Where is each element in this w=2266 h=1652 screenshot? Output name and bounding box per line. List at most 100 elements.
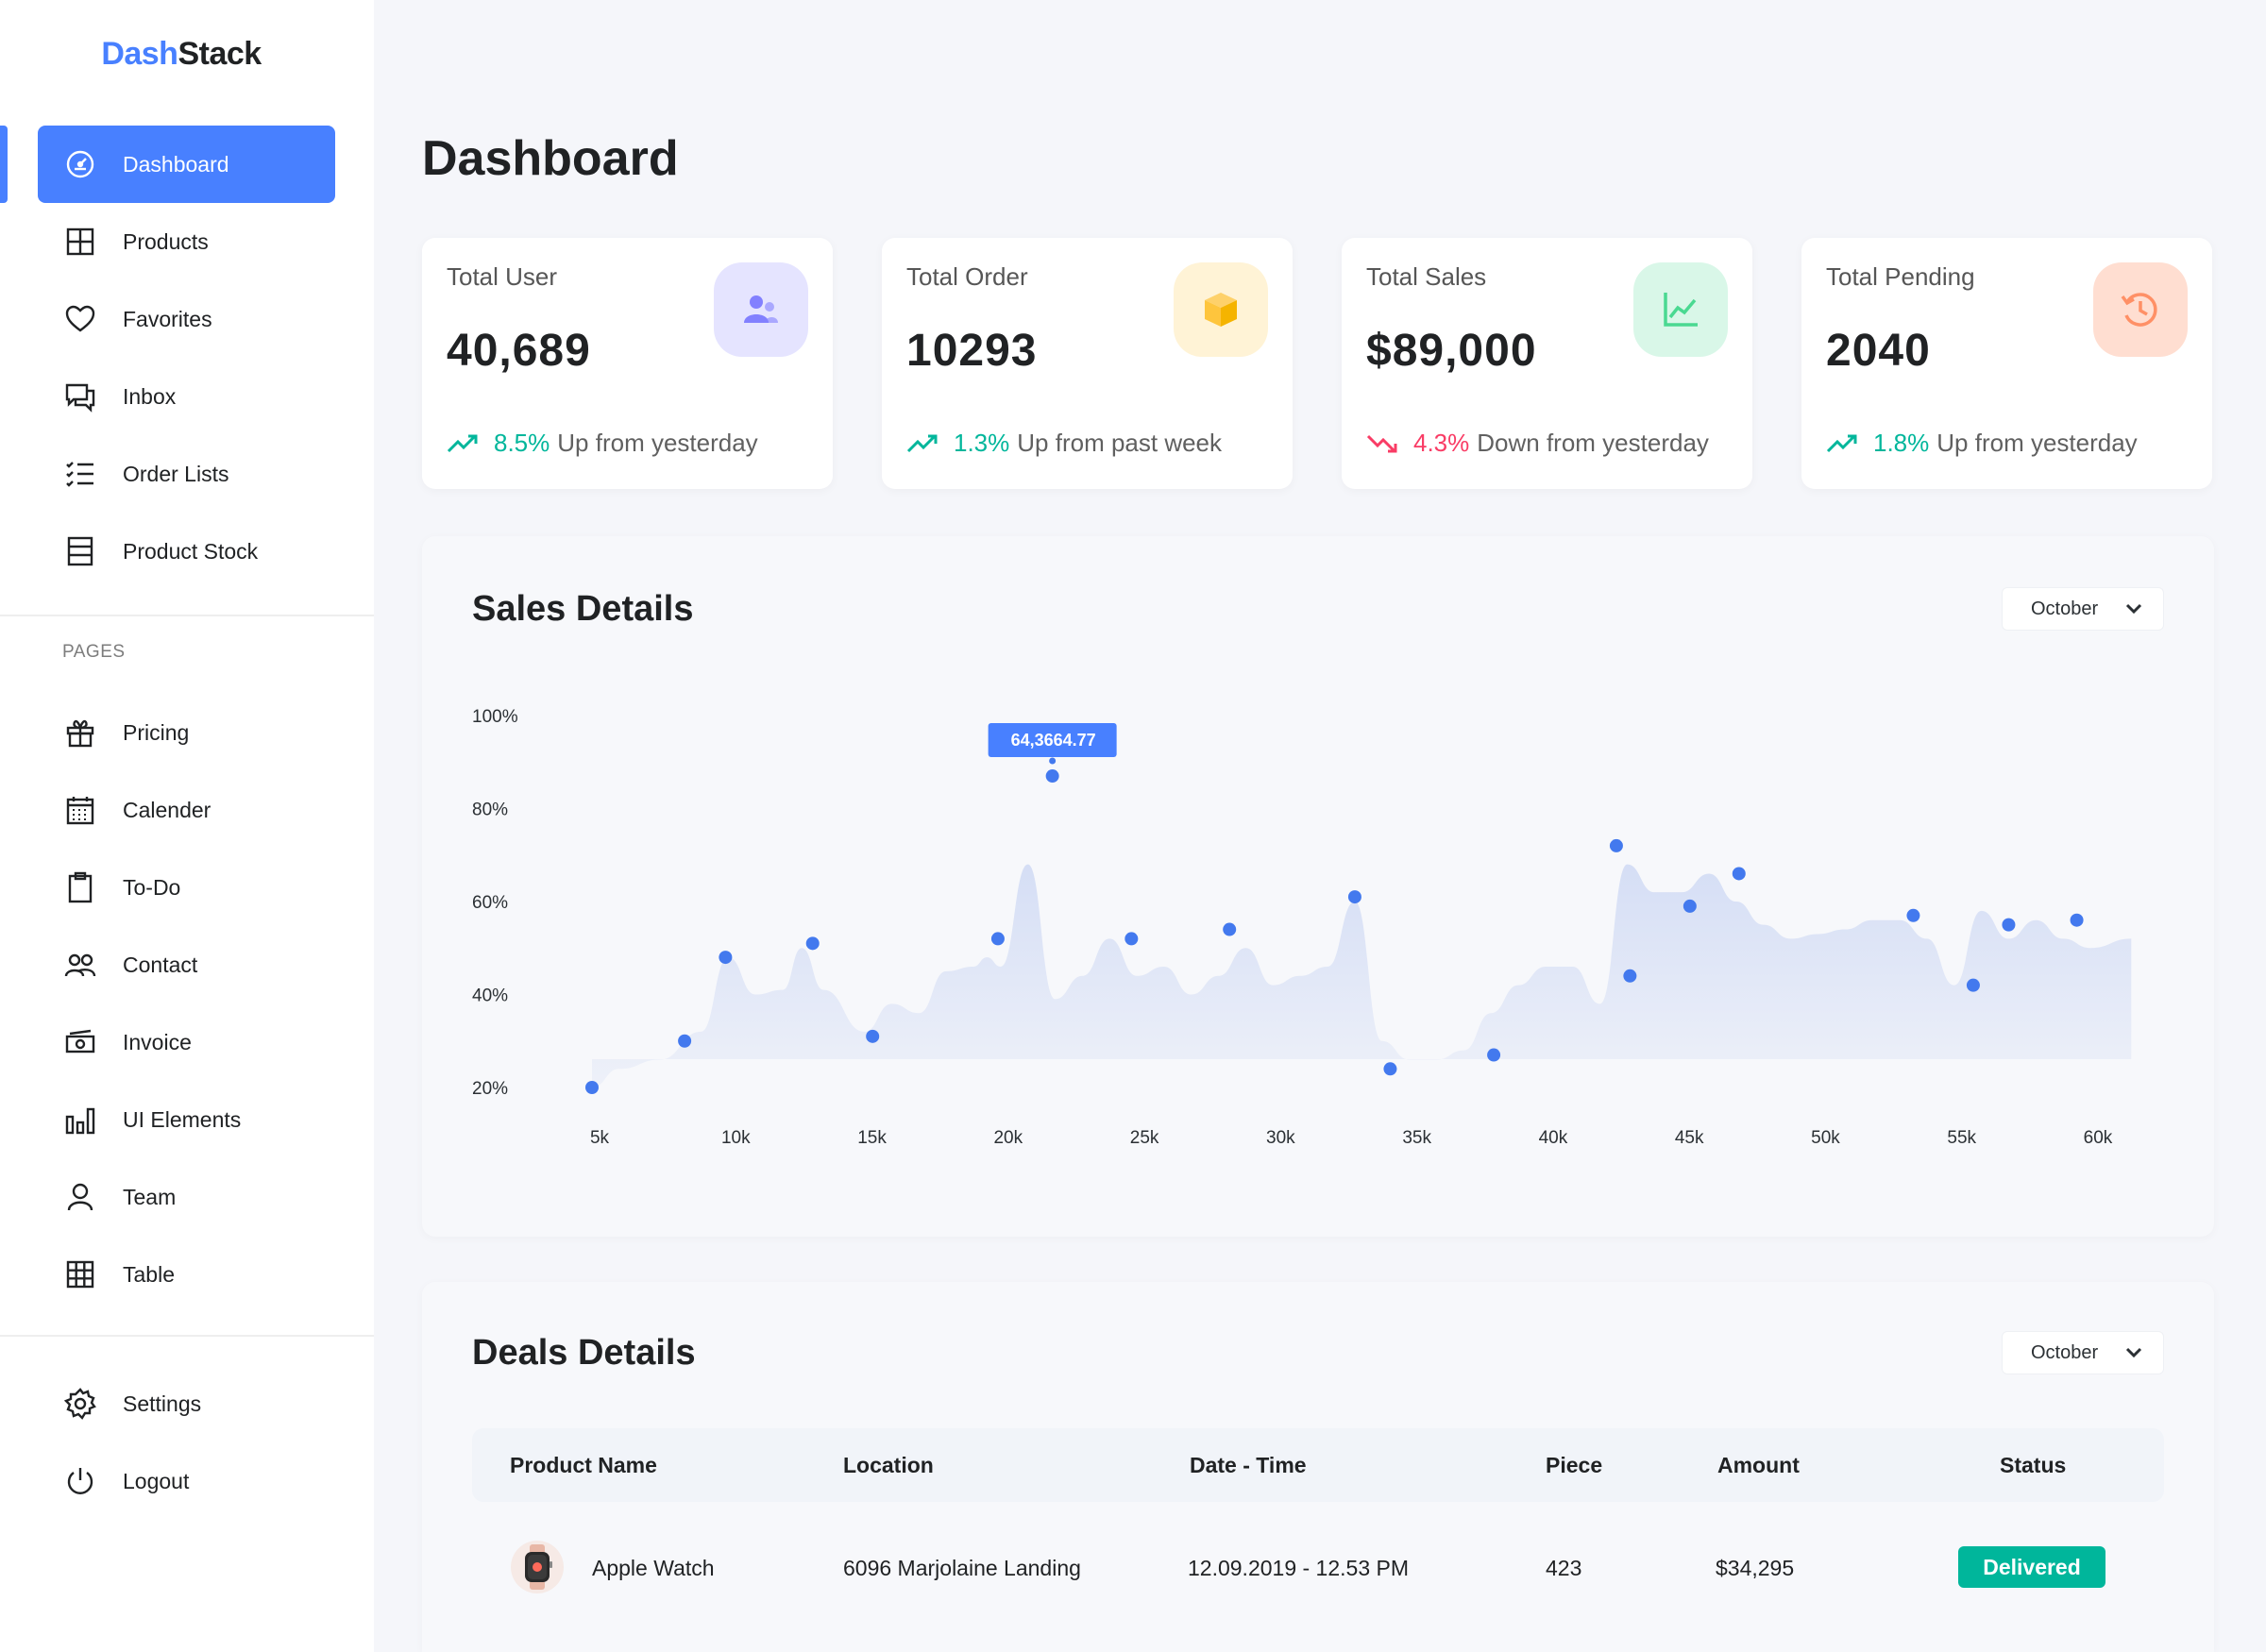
sidebar-item-label: Settings — [123, 1391, 202, 1416]
sidebar-item-calender[interactable]: Calender — [38, 771, 335, 849]
stat-trend: 1.3% Up from past week — [906, 429, 1222, 458]
sales-month-select[interactable]: October — [2002, 587, 2164, 631]
chevron-down-icon — [2125, 1347, 2142, 1358]
sidebar-item-invoice[interactable]: Invoice — [38, 1003, 335, 1081]
deals-month-value: October — [2031, 1341, 2099, 1363]
stat-trend-text: Up from yesterday — [557, 429, 758, 457]
sidebar-item-inbox[interactable]: Inbox — [38, 358, 335, 435]
data-point[interactable] — [990, 932, 1005, 946]
data-point[interactable] — [1045, 769, 1059, 784]
sidebar-item-ui-elements[interactable]: UI Elements — [38, 1081, 335, 1158]
sidebar-divider — [0, 1335, 374, 1337]
sidebar-item-label: Team — [123, 1184, 177, 1209]
sidebar-item-label: Contact — [123, 952, 198, 977]
chevron-down-icon — [2125, 603, 2142, 615]
sidebar-item-label: Products — [123, 228, 209, 254]
x-tick-label: 50k — [1811, 1128, 1840, 1148]
data-point[interactable] — [1966, 978, 1980, 992]
data-point[interactable] — [1732, 867, 1746, 881]
sidebar-item-label: To-Do — [123, 874, 181, 900]
data-point[interactable] — [1623, 969, 1637, 983]
sidebar-item-table[interactable]: Table — [38, 1236, 335, 1313]
sales-area — [592, 864, 2132, 1087]
data-point[interactable] — [2070, 913, 2084, 927]
sidebar-item-label: Calender — [123, 797, 211, 822]
stat-value: 40,689 — [447, 326, 591, 376]
calendar-icon — [62, 792, 98, 828]
data-point[interactable] — [678, 1034, 692, 1048]
table-icon — [62, 1256, 98, 1292]
trending-up-icon — [1826, 434, 1857, 452]
stat-trend: 1.8% Up from yesterday — [1826, 429, 2138, 458]
x-tick-label: 40k — [1539, 1128, 1568, 1148]
power-icon — [62, 1463, 98, 1499]
column-header-piece[interactable]: Piece — [1546, 1453, 1603, 1477]
column-header-date-time[interactable]: Date - Time — [1190, 1453, 1307, 1477]
sidebar-item-logout[interactable]: Logout — [38, 1442, 335, 1520]
column-header-amount[interactable]: Amount — [1717, 1453, 1800, 1477]
x-tick-label: 20k — [993, 1128, 1023, 1148]
user-icon — [62, 1179, 98, 1215]
data-point[interactable] — [585, 1081, 599, 1094]
data-point[interactable] — [1383, 1062, 1397, 1076]
sidebar-item-contact[interactable]: Contact — [38, 926, 335, 1003]
sidebar: DashStack Dashboard Products Favorites I… — [0, 0, 374, 1652]
brand-part-1: Dash — [101, 36, 178, 72]
sidebar-item-to-do[interactable]: To-Do — [38, 849, 335, 926]
deals-details-panel: Deals Details October Product Name Locat… — [422, 1282, 2214, 1652]
deals-month-select[interactable]: October — [2002, 1331, 2164, 1374]
history-icon — [2093, 262, 2188, 357]
data-point[interactable] — [1906, 908, 1920, 922]
data-point[interactable] — [1347, 890, 1361, 904]
stat-card-total-sales: Total Sales $89,000 4.3% Down from yeste… — [1342, 238, 1752, 489]
sidebar-item-dashboard[interactable]: Dashboard — [38, 126, 335, 203]
data-point[interactable] — [866, 1029, 880, 1043]
stat-label: Total User — [447, 262, 558, 291]
bar-chart-icon — [62, 1102, 98, 1138]
x-tick-label: 15k — [857, 1128, 887, 1148]
x-tick-label: 25k — [1130, 1128, 1159, 1148]
active-indicator — [0, 126, 8, 203]
x-tick-label: 10k — [721, 1128, 751, 1148]
piece-cell: 423 — [1546, 1556, 1582, 1580]
stat-label: Total Sales — [1366, 262, 1487, 291]
data-point[interactable] — [805, 936, 820, 951]
trending-up-icon — [447, 434, 478, 452]
deals-table-header: Product Name Location Date - Time Piece … — [472, 1428, 2164, 1502]
clipboard-icon — [62, 869, 98, 905]
x-tick-label: 60k — [2084, 1128, 2113, 1148]
box-icon — [1174, 262, 1268, 357]
sidebar-item-team[interactable]: Team — [38, 1158, 335, 1236]
sidebar-item-label: Inbox — [123, 383, 177, 409]
sidebar-item-pricing[interactable]: Pricing — [38, 694, 335, 771]
column-header-location[interactable]: Location — [843, 1453, 934, 1477]
sidebar-item-settings[interactable]: Settings — [38, 1365, 335, 1442]
sales-details-panel: Sales Details October 100% 80% 60% 40% 20% 5… — [422, 536, 2214, 1237]
tooltip-box — [988, 723, 1117, 758]
data-point[interactable] — [1223, 922, 1237, 936]
data-point[interactable] — [1487, 1048, 1501, 1062]
stat-label: Total Pending — [1826, 262, 1975, 291]
sidebar-item-products[interactable]: Products — [38, 203, 335, 280]
y-tick-label: 20% — [472, 1079, 508, 1099]
data-point[interactable] — [719, 951, 733, 965]
stat-trend: 8.5% Up from yesterday — [447, 429, 758, 458]
brand-part-2: Stack — [178, 36, 262, 72]
data-point[interactable] — [1609, 838, 1623, 852]
datetime-cell: 12.09.2019 - 12.53 PM — [1188, 1556, 1409, 1580]
chat-icon — [62, 379, 98, 414]
sidebar-item-product-stock[interactable]: Product Stock — [38, 513, 335, 590]
x-tick-label: 5k — [590, 1128, 610, 1148]
data-point[interactable] — [2002, 918, 2016, 932]
data-point[interactable] — [1125, 932, 1139, 946]
stat-trend: 4.3% Down from yesterday — [1366, 429, 1709, 458]
sidebar-item-favorites[interactable]: Favorites — [38, 280, 335, 358]
column-header-status[interactable]: Status — [2000, 1453, 2067, 1477]
data-point[interactable] — [1683, 899, 1697, 913]
column-header-product-name[interactable]: Product Name — [510, 1453, 657, 1477]
y-tick-label: 40% — [472, 986, 508, 1006]
x-tick-label: 45k — [1675, 1128, 1704, 1148]
sidebar-item-label: Invoice — [123, 1029, 192, 1054]
sidebar-item-order-lists[interactable]: Order Lists — [38, 435, 335, 513]
brand-logo[interactable]: DashStack — [0, 36, 363, 73]
